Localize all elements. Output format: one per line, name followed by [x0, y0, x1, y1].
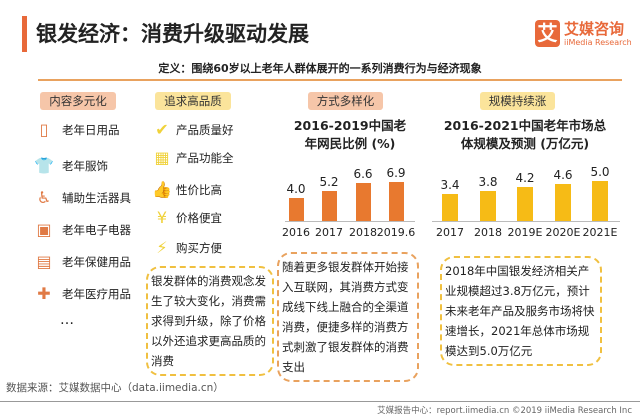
data-label: 6.6	[353, 167, 373, 182]
column-heading: 方式多样化	[308, 92, 383, 110]
x-tick-label: 2019E	[507, 226, 543, 239]
chart-bar	[517, 187, 533, 221]
chart-bar	[480, 190, 496, 221]
column-heading: 内容多元化	[40, 92, 116, 110]
footer-text: 艾媒报告中心：report.iimedia.cn ©2019 iiMedia R…	[377, 406, 632, 416]
chart-bar	[321, 191, 337, 221]
list-item: ▦ 产品功能全	[152, 148, 234, 168]
definition: 定义：围绕60岁以上老年人群体展开的一系列消费行为与经济现象	[158, 62, 482, 75]
page-title: 银发经济：消费升级驱动发展	[36, 22, 309, 46]
item-label: 辅助生活器具	[62, 191, 131, 205]
item-label: 老年医疗用品	[62, 287, 131, 301]
chart-bar	[592, 181, 608, 221]
pill-bottle-icon: ▤	[36, 252, 52, 271]
list-item: ♿ 辅助生活器具	[34, 188, 131, 208]
data-label: 4.6	[553, 168, 573, 183]
x-tick-label: 2020E	[545, 226, 581, 239]
item-label: 性价比高	[176, 183, 222, 197]
data-label: 3.4	[440, 177, 460, 192]
logo-mark: 艾	[535, 20, 560, 47]
list-item: ▣ 老年电子电器	[34, 220, 131, 240]
data-label: 6.9	[386, 165, 406, 180]
item-label: 产品质量好	[176, 123, 234, 137]
list-item: ✚ 老年医疗用品	[34, 284, 131, 304]
x-tick-label: 2018	[474, 226, 502, 239]
chart-title: 年网民比例 (%)	[304, 136, 396, 151]
chart-bar	[555, 184, 571, 221]
x-tick-label: 2019.6	[376, 226, 416, 239]
chart-bar	[388, 181, 404, 221]
note-box: 2018年中国银发经济相关产业规模超过3.8万亿元，预计未来老年产品及服务市场将…	[440, 256, 602, 366]
paper-roll-icon: ▯	[39, 120, 49, 139]
x-tick-label: 2018	[349, 226, 377, 239]
logo-subtext: iiMedia Research	[564, 38, 632, 47]
item-label: 老年日用品	[62, 123, 120, 137]
item-label: 老年保健用品	[62, 255, 131, 269]
column-heading: 追求高品质	[155, 92, 231, 110]
x-tick-label: 2021E	[582, 226, 618, 239]
chart-axis	[285, 221, 415, 222]
x-tick-label: 2017	[315, 226, 343, 239]
data-label: 4.2	[515, 171, 535, 186]
chart-title: 2016-2019中国老	[293, 118, 407, 133]
data-label: 4.0	[286, 182, 306, 197]
item-label: 老年电子电器	[62, 223, 131, 237]
data-source: 数据来源：艾媒数据中心（data.iimedia.cn）	[6, 382, 224, 394]
more-ellipsis: …	[60, 312, 74, 328]
note-box: 银发群体的消费观念发生了较大变化，消费需求得到升级，除了价格以外还追求更高品质的…	[146, 266, 274, 376]
list-item: ▯ 老年日用品	[34, 120, 120, 140]
lightning-icon: ⚡	[156, 238, 168, 257]
item-label: 购买方便	[176, 241, 222, 255]
title-accent-bar	[22, 16, 27, 52]
medical-kit-icon: ✚	[37, 284, 51, 303]
list-item: ▤ 老年保健用品	[34, 252, 131, 272]
wheelchair-icon: ♿	[36, 188, 52, 207]
list-item: ¥ 价格便宜	[152, 208, 222, 228]
shield-check-icon: ✔	[155, 120, 169, 139]
list-item: ⚡ 购买方便	[152, 238, 222, 258]
chart-title: 体规模及预测 (万亿元)	[460, 136, 590, 151]
column-heading: 规模持续涨	[480, 92, 555, 110]
note-box: 随着更多银发群体开始接入互联网，其消费方式变成线下线上融合的全渠道消费，便捷多样…	[277, 252, 419, 382]
item-label: 老年服饰	[62, 159, 108, 173]
chart-bar	[288, 198, 304, 221]
logo-text: 艾媒咨询	[564, 20, 625, 38]
x-tick-label: 2016	[282, 226, 310, 239]
grid-icon: ▦	[154, 148, 170, 167]
thumbs-up-icon: 👍	[152, 180, 172, 199]
chart-axis	[432, 221, 620, 222]
x-tick-label: 2017	[436, 226, 464, 239]
shirt-icon: 👕	[34, 156, 54, 175]
chart-bar	[355, 183, 371, 221]
chart-title: 2016-2021中国老年市场总	[443, 118, 607, 133]
chart-bar	[442, 193, 458, 221]
footer-divider	[0, 401, 640, 402]
item-label: 价格便宜	[176, 211, 222, 225]
data-label: 3.8	[478, 174, 498, 189]
item-label: 产品功能全	[176, 151, 234, 165]
list-item: 👕 老年服饰	[34, 156, 108, 176]
data-label: 5.2	[319, 175, 339, 190]
data-label: 5.0	[590, 165, 610, 179]
list-item: 👍 性价比高	[152, 180, 222, 200]
devices-icon: ▣	[36, 220, 52, 239]
yen-icon: ¥	[156, 208, 168, 227]
list-item: ✔ 产品质量好	[152, 120, 234, 140]
divider	[38, 79, 622, 81]
